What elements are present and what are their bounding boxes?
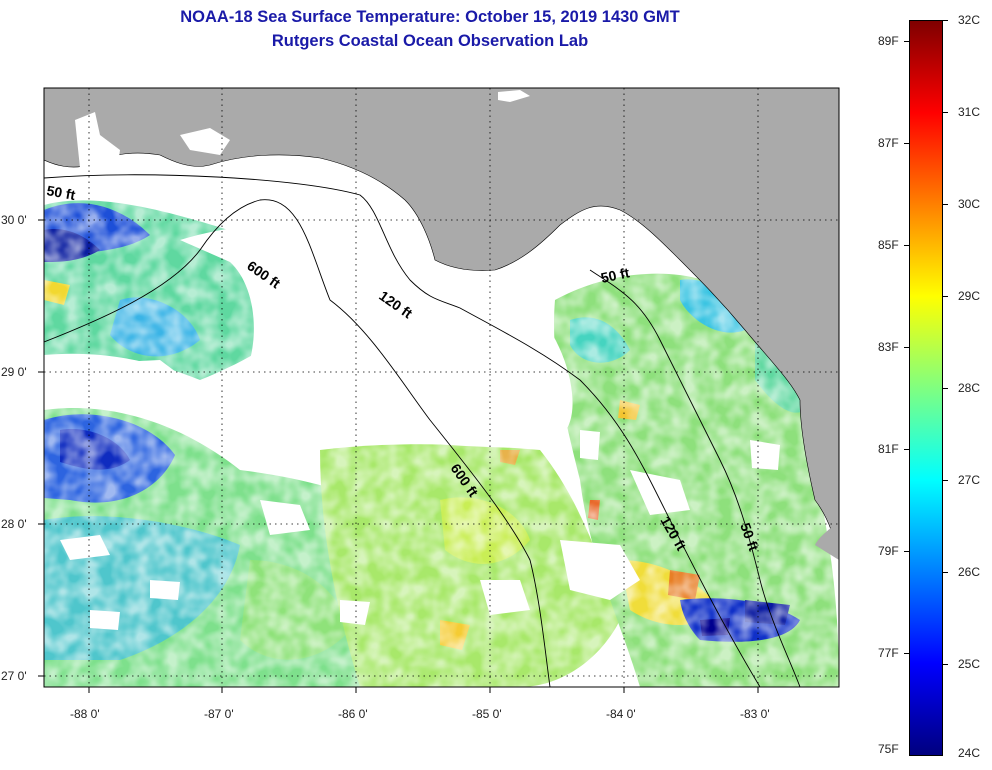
contour-label: 50 ft bbox=[599, 264, 631, 286]
celsius-label: 25C bbox=[958, 657, 981, 671]
lat-label: 30 0' bbox=[1, 213, 27, 227]
fahrenheit-label: 87F bbox=[878, 136, 899, 150]
isobath-contours bbox=[44, 174, 801, 687]
fahrenheit-label: 75F bbox=[878, 742, 899, 756]
celsius-label: 28C bbox=[958, 381, 981, 395]
celsius-label: 27C bbox=[958, 473, 981, 487]
lon-label: -85 0' bbox=[472, 707, 502, 721]
color-scale-bar bbox=[909, 20, 943, 756]
celsius-label: 24C bbox=[958, 746, 981, 760]
fahrenheit-label: 81F bbox=[878, 442, 899, 456]
land bbox=[44, 88, 839, 561]
lon-label: -84 0' bbox=[606, 707, 636, 721]
title-line-1: NOAA-18 Sea Surface Temperature: October… bbox=[180, 8, 680, 26]
gridlines bbox=[44, 88, 839, 687]
fahrenheit-label: 89F bbox=[878, 34, 899, 48]
celsius-label: 32C bbox=[958, 13, 981, 27]
lon-label: -88 0' bbox=[70, 707, 100, 721]
fahrenheit-label: 85F bbox=[878, 238, 899, 252]
lon-label: -83 0' bbox=[740, 707, 770, 721]
lat-label: 27 0' bbox=[1, 669, 27, 683]
celsius-label: 29C bbox=[958, 289, 981, 303]
celsius-label: 26C bbox=[958, 565, 981, 579]
celsius-label: 30C bbox=[958, 197, 981, 211]
fahrenheit-label: 77F bbox=[878, 646, 899, 660]
lon-label: -87 0' bbox=[204, 707, 234, 721]
fahrenheit-label: 83F bbox=[878, 340, 899, 354]
lat-label: 29 0' bbox=[1, 365, 27, 379]
lat-label: 28 0' bbox=[1, 517, 27, 531]
title-line-2: Rutgers Coastal Ocean Observation Lab bbox=[271, 32, 589, 50]
map-frame bbox=[43, 87, 840, 688]
celsius-label: 31C bbox=[958, 105, 981, 119]
fahrenheit-label: 79F bbox=[878, 544, 899, 558]
contour-label: 50 ft bbox=[45, 182, 76, 203]
lon-label: -86 0' bbox=[338, 707, 368, 721]
